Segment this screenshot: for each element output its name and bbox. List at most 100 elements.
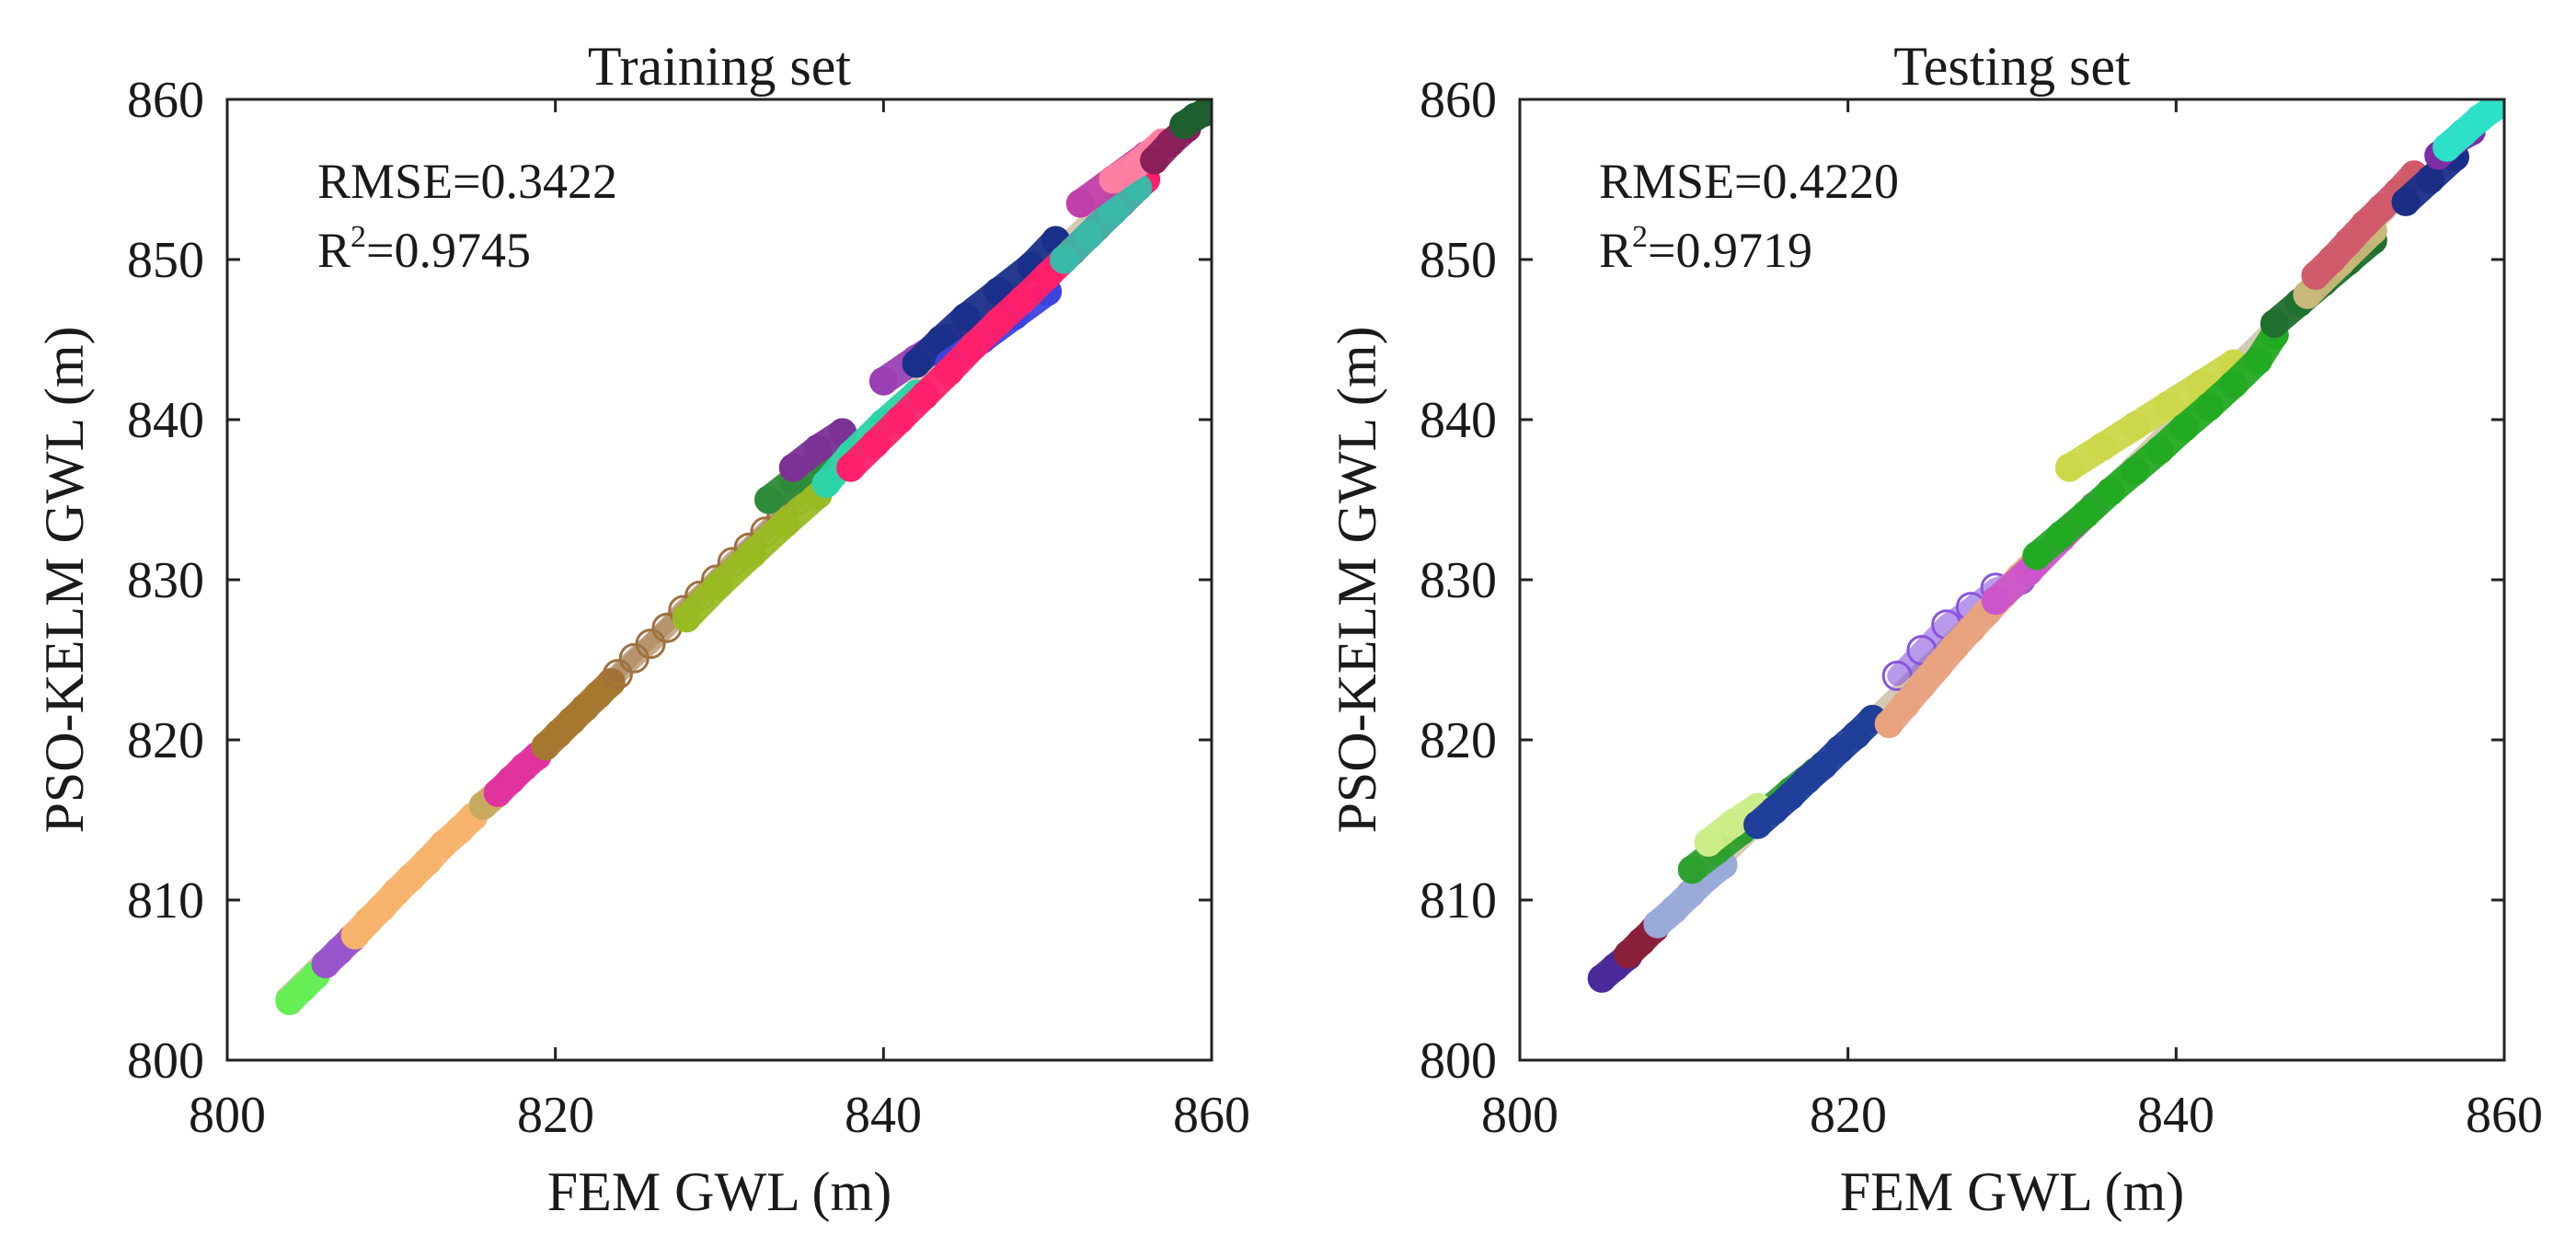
y-tick-label: 800 [1420,1033,1497,1090]
data-point [902,349,931,378]
data-point [2244,346,2272,375]
tick-marks [1518,98,2506,1062]
data-point [1956,615,1985,644]
data-point [2334,227,2363,257]
data-point [705,570,734,599]
x-tick-label: 840 [2137,1087,2214,1144]
data-point [1907,671,1937,700]
data-point [672,604,701,633]
data-point [983,307,1013,337]
data-point [868,366,898,396]
x-tick-labels: 800 820 840 860 [1481,1087,2543,1144]
data-point [2194,392,2224,421]
x-tick-label: 800 [1481,1087,1558,1144]
data-point [1719,808,1748,837]
x-tick-label: 820 [517,1087,594,1144]
x-axis-title: FEM GWL (m) [1840,1161,2184,1222]
data-point [1050,245,1078,274]
data-point [803,433,833,463]
y-tick-label: 860 [1420,72,1497,129]
data-point [738,539,767,569]
data-point [836,453,866,482]
r2-label: R2=0.9745 [317,220,531,278]
rmse-label: RMSE=0.3422 [317,154,617,209]
plot-area [1518,98,2506,1062]
y-tick-label: 850 [1420,232,1497,289]
data-point [885,405,914,434]
data-point [1891,690,1920,720]
y-tick-labels: 800 810 820 830 840 850 860 [127,72,204,1090]
data-point [1098,197,1128,226]
data-point [2087,433,2117,462]
data-point [959,331,988,361]
data-point [910,381,939,410]
data-point [2479,99,2504,122]
data-point [1694,827,1723,857]
panel-testing: Testing set 800 820 840 860 800 810 820 … [1327,36,2543,1222]
data-point [1074,221,1103,250]
data-point [2054,453,2084,482]
data-point [2022,541,2052,571]
y-tick-label: 860 [127,72,204,129]
r2-label: R2=0.9719 [1599,220,1812,278]
data-point [935,357,964,387]
panel-title: Training set [588,36,851,97]
data-point [2071,500,2100,529]
y-tick-label: 810 [127,872,204,929]
data-point [1008,285,1038,314]
y-tick-label: 820 [127,712,204,769]
scatter-points [1587,99,2504,993]
data-point [413,847,443,876]
y-tick-label: 830 [1420,552,1497,609]
data-point [635,629,666,660]
y-tick-label: 840 [1420,392,1497,449]
series-band-g16 [1050,173,1152,273]
data-point [2121,456,2150,486]
data-point [1924,652,1953,681]
data-point [2153,390,2182,420]
data-point [1065,189,1095,218]
y-tick-label: 850 [127,232,204,289]
x-tick-labels: 800 820 840 860 [189,1087,1250,1144]
x-tick-label: 860 [1173,1087,1250,1144]
data-point [1981,586,2010,616]
data-point [1677,855,1707,884]
data-point [2260,309,2289,339]
y-tick-label: 810 [1420,872,1497,929]
data-point [1940,632,1970,662]
data-point [860,429,890,458]
data-point [1190,99,1212,127]
plot-area [225,98,1213,1062]
y-axis-title: PSO-KELM GWL (m) [1327,326,1387,833]
data-point [1881,660,1913,691]
data-point [811,469,841,499]
data-point [754,485,783,514]
x-axis-title: FEM GWL (m) [547,1161,891,1222]
data-point [602,659,633,690]
data-point [1098,165,1128,194]
data-point [2121,411,2150,441]
data-point [1140,145,1169,175]
x-tick-label: 840 [845,1087,922,1144]
data-point [2416,165,2445,194]
x-tick-label: 860 [2466,1087,2543,1144]
x-tick-label: 800 [189,1087,266,1144]
panel-title: Testing set [1893,36,2131,97]
rmse-label: RMSE=0.4220 [1599,154,1899,209]
y-axis-title: PSO-KELM GWL (m) [34,326,95,833]
data-point [2096,477,2125,506]
y-tick-label: 830 [127,552,204,609]
y-tick-label: 800 [127,1033,204,1090]
data-point [951,303,980,332]
tick-marks [225,98,1213,1062]
data-point [778,453,808,482]
data-point [2047,520,2076,549]
data-point [1874,710,1903,739]
data-point [2219,370,2248,399]
data-point [770,509,799,538]
y-tick-labels: 800 810 820 830 840 850 860 [1420,72,1497,1090]
data-point [2391,187,2421,216]
scatter-points [275,99,1212,1016]
y-tick-label: 840 [127,392,204,449]
